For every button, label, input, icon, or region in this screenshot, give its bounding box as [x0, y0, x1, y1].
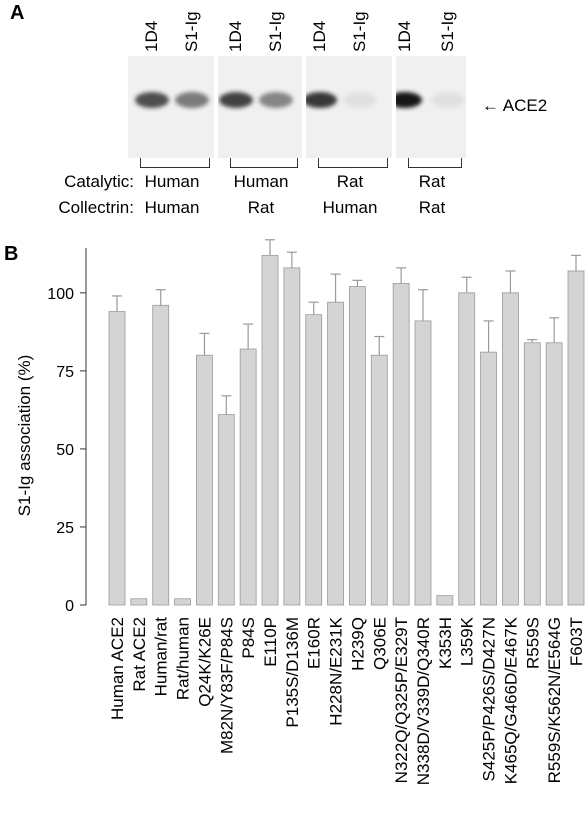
x-tick-label: H228N/E231K: [327, 616, 346, 725]
gel-band: [219, 92, 253, 108]
x-tick-label: F603T: [567, 617, 586, 666]
lane-label: 1D4: [395, 20, 414, 52]
lane-label: 1D4: [142, 20, 161, 52]
lane-label: 1D4: [226, 20, 245, 52]
y-tick-label: 100: [47, 286, 74, 303]
x-tick-label: Human/rat: [152, 617, 171, 697]
group-bracket: [318, 158, 388, 168]
x-tick-label: M82N/Y83F/P84S: [217, 617, 236, 754]
bar: [545, 342, 563, 606]
catalytic-value: Rat: [336, 172, 364, 191]
x-tick-label: Rat ACE2: [130, 617, 149, 692]
panel-a: A 1D4 S1-Ig 1D4 S1-Ig 1D4 S1-Ig 1D4 S1-Ig ← ACE…: [0, 0, 586, 232]
gel-strip: [396, 56, 466, 158]
x-tick-label: R559S/K562N/E564G: [545, 617, 564, 783]
bar: [480, 351, 497, 606]
catalytic-value: Human: [144, 172, 200, 191]
bar: [392, 283, 410, 606]
bar: [174, 598, 191, 606]
collectrin-value: Rat: [247, 198, 275, 217]
bar: [458, 292, 476, 606]
gel-strip: [128, 56, 214, 158]
gel-band: [396, 92, 422, 108]
ace2-arrow-label: ← ACE2: [482, 96, 547, 116]
x-tick-label: N322Q/Q325P/E329T: [392, 617, 411, 783]
x-tick-label: K353H: [436, 617, 455, 669]
bar: [567, 270, 585, 606]
y-tick-label: 75: [56, 364, 74, 381]
group-bracket: [140, 158, 210, 168]
x-tick-label: E160R: [305, 617, 324, 669]
bar: [414, 320, 432, 606]
bar: [523, 342, 541, 606]
arrow-icon: ←: [482, 96, 499, 115]
x-tick-label: Q306E: [370, 617, 389, 670]
x-tick-label: N338D/V339D/Q340R: [414, 617, 433, 785]
gel-band: [431, 92, 465, 108]
collectrin-row-label: Collectrin:: [58, 198, 134, 217]
collectrin-value: Human: [144, 198, 200, 217]
panel-b-letter: B: [4, 243, 18, 265]
gel-band: [343, 92, 377, 108]
bar: [239, 348, 257, 606]
bar: [283, 267, 301, 606]
y-tick-label: 50: [56, 442, 74, 459]
panel-b: B 0 25 50 75 100 S1-Ig association (%) Human AC…: [0, 236, 586, 832]
y-axis-label: S1-Ig association (%): [15, 355, 34, 517]
bar: [349, 286, 366, 606]
panel-a-letter: A: [10, 2, 25, 24]
bar: [130, 598, 148, 606]
x-tick-label: Human ACE2: [108, 617, 127, 720]
x-tick-label: R559S: [523, 617, 542, 669]
lane-label: S1-Ig: [182, 11, 201, 52]
x-tick-label: Rat/human: [174, 617, 193, 700]
x-tick-label: P135S/D136M: [283, 617, 302, 728]
lane-label: 1D4: [310, 20, 329, 52]
y-tick-label: 25: [56, 520, 74, 537]
gel-strip: [218, 56, 302, 158]
y-tick-label: 0: [65, 598, 74, 615]
bar: [108, 311, 126, 606]
gel-band: [135, 92, 169, 108]
collectrin-value: Human: [322, 198, 378, 217]
catalytic-row-label: Catalytic:: [64, 172, 134, 191]
x-tick-label: E110P: [261, 617, 280, 667]
group-bracket: [230, 158, 298, 168]
lane-label: S1-Ig: [438, 11, 457, 52]
gel-band: [259, 92, 293, 108]
bar: [305, 314, 323, 606]
catalytic-value: Human: [233, 172, 289, 191]
bar: [327, 301, 344, 606]
group-bracket: [408, 158, 462, 168]
lane-label: S1-Ig: [266, 11, 285, 52]
collectrin-value: Rat: [418, 198, 446, 217]
bar: [196, 354, 213, 606]
gel-strip: [306, 56, 392, 158]
bar-chart: B 0 25 50 75 100 S1-Ig association (%) Human AC…: [4, 239, 586, 785]
x-tick-label: L359K: [458, 616, 477, 666]
gel-band: [306, 92, 337, 108]
lane-label: S1-Ig: [350, 11, 369, 52]
x-tick-label: Q24K/K26E: [195, 617, 214, 707]
x-tick-label: P84S: [239, 617, 258, 659]
bar: [502, 292, 519, 606]
gel-band: [175, 92, 209, 108]
bar: [152, 304, 170, 606]
ace2-band-label: ACE2: [502, 96, 548, 115]
bar: [217, 414, 235, 606]
x-tick-label: H239Q: [348, 617, 367, 671]
bar: [436, 595, 454, 606]
x-tick-label: K465Q/G466D/E467K: [501, 616, 520, 784]
bar: [261, 254, 279, 606]
x-tick-label: S425P/P426S/D427N: [480, 617, 499, 781]
catalytic-value: Rat: [418, 172, 446, 191]
bar: [370, 354, 388, 606]
